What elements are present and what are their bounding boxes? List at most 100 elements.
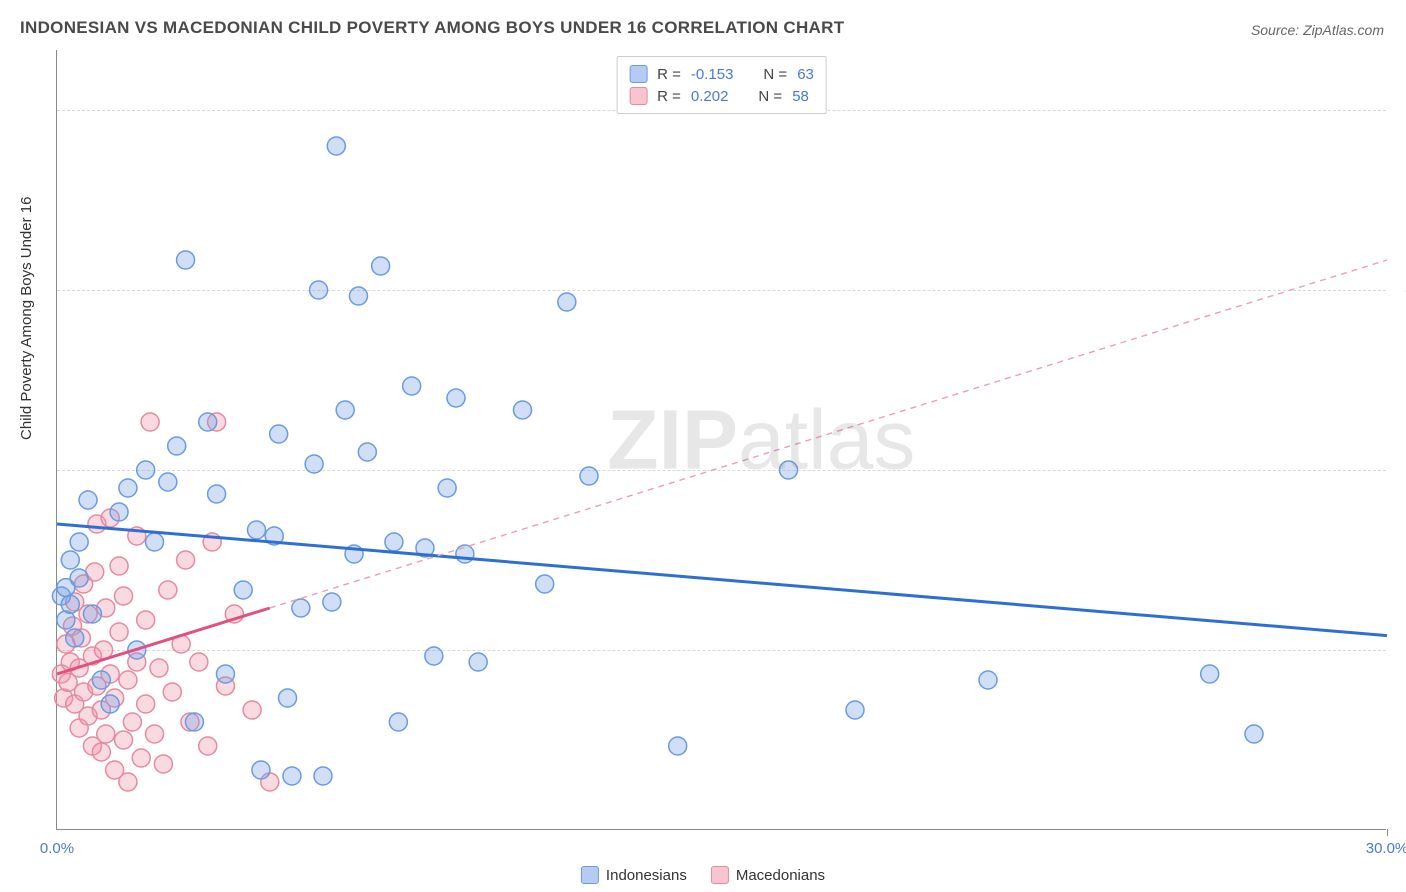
- x-tick-mark: [1387, 829, 1388, 836]
- scatter-point: [336, 401, 354, 419]
- scatter-svg: [57, 50, 1386, 829]
- x-tick-label: 0.0%: [40, 840, 74, 857]
- plot-area: 15.0%30.0%45.0%60.0% ZIPatlas R =-0.153N…: [56, 50, 1386, 830]
- scatter-point: [358, 443, 376, 461]
- scatter-point: [119, 479, 137, 497]
- scatter-point: [469, 653, 487, 671]
- scatter-point: [132, 749, 150, 767]
- r-value: 0.202: [691, 88, 729, 105]
- scatter-point: [168, 437, 186, 455]
- scatter-point: [558, 293, 576, 311]
- scatter-point: [199, 737, 217, 755]
- scatter-point: [323, 593, 341, 611]
- scatter-point: [177, 551, 195, 569]
- legend-swatch: [629, 65, 647, 83]
- scatter-point: [979, 671, 997, 689]
- y-tick-label: 15.0%: [1393, 642, 1406, 659]
- n-value: 63: [797, 66, 814, 83]
- scatter-point: [536, 575, 554, 593]
- scatter-point: [846, 701, 864, 719]
- chart-title: INDONESIAN VS MACEDONIAN CHILD POVERTY A…: [20, 18, 844, 38]
- scatter-point: [305, 455, 323, 473]
- scatter-point: [119, 773, 137, 791]
- legend-bottom: Indonesians Macedonians: [581, 866, 825, 884]
- scatter-point: [514, 401, 532, 419]
- scatter-point: [580, 467, 598, 485]
- y-tick-label: 30.0%: [1393, 462, 1406, 479]
- r-label: R =: [657, 66, 681, 83]
- legend-item: Indonesians: [581, 866, 687, 884]
- scatter-point: [70, 569, 88, 587]
- source-label: Source: ZipAtlas.com: [1251, 22, 1384, 38]
- scatter-point: [146, 533, 164, 551]
- scatter-point: [190, 653, 208, 671]
- scatter-point: [456, 545, 474, 563]
- scatter-point: [385, 533, 403, 551]
- scatter-point: [137, 695, 155, 713]
- scatter-point: [283, 767, 301, 785]
- scatter-point: [110, 503, 128, 521]
- scatter-point: [1201, 665, 1219, 683]
- r-value: -0.153: [691, 66, 734, 83]
- scatter-point: [669, 737, 687, 755]
- scatter-point: [349, 287, 367, 305]
- scatter-point: [97, 725, 115, 743]
- scatter-point: [115, 731, 133, 749]
- scatter-point: [61, 551, 79, 569]
- scatter-point: [123, 713, 141, 731]
- scatter-point: [216, 665, 234, 683]
- scatter-point: [141, 413, 159, 431]
- legend-swatch: [629, 87, 647, 105]
- stats-row: R = 0.202 N = 58: [629, 85, 814, 107]
- regression-line: [57, 524, 1387, 636]
- scatter-point: [177, 251, 195, 269]
- legend-swatch: [711, 866, 729, 884]
- legend-swatch: [581, 866, 599, 884]
- scatter-point: [185, 713, 203, 731]
- scatter-point: [438, 479, 456, 497]
- scatter-point: [248, 521, 266, 539]
- scatter-point: [150, 659, 168, 677]
- y-axis-label: Child Poverty Among Boys Under 16: [18, 197, 35, 440]
- stats-row: R =-0.153N =63: [629, 63, 814, 85]
- legend-item: Macedonians: [711, 866, 825, 884]
- scatter-point: [70, 533, 88, 551]
- scatter-point: [314, 767, 332, 785]
- scatter-point: [159, 473, 177, 491]
- scatter-point: [425, 647, 443, 665]
- scatter-point: [243, 701, 261, 719]
- scatter-point: [780, 461, 798, 479]
- scatter-point: [279, 689, 297, 707]
- scatter-point: [110, 623, 128, 641]
- scatter-point: [66, 629, 84, 647]
- scatter-point: [154, 755, 172, 773]
- scatter-point: [137, 611, 155, 629]
- scatter-point: [403, 377, 421, 395]
- n-value: 58: [792, 88, 809, 105]
- scatter-point: [163, 683, 181, 701]
- n-label: N =: [758, 88, 782, 105]
- scatter-point: [159, 581, 177, 599]
- scatter-point: [292, 599, 310, 617]
- r-label: R =: [657, 88, 681, 105]
- scatter-point: [208, 485, 226, 503]
- legend-label: Macedonians: [736, 867, 825, 884]
- scatter-point: [270, 425, 288, 443]
- scatter-point: [447, 389, 465, 407]
- x-tick-label: 30.0%: [1366, 840, 1406, 857]
- scatter-point: [252, 761, 270, 779]
- scatter-point: [79, 491, 97, 509]
- scatter-point: [115, 587, 133, 605]
- scatter-point: [234, 581, 252, 599]
- scatter-point: [101, 695, 119, 713]
- scatter-point: [372, 257, 390, 275]
- y-tick-label: 45.0%: [1393, 282, 1406, 299]
- scatter-point: [389, 713, 407, 731]
- scatter-point: [92, 743, 110, 761]
- scatter-point: [110, 557, 128, 575]
- scatter-point: [327, 137, 345, 155]
- scatter-point: [137, 461, 155, 479]
- scatter-point: [146, 725, 164, 743]
- scatter-point: [119, 671, 137, 689]
- scatter-point: [199, 413, 217, 431]
